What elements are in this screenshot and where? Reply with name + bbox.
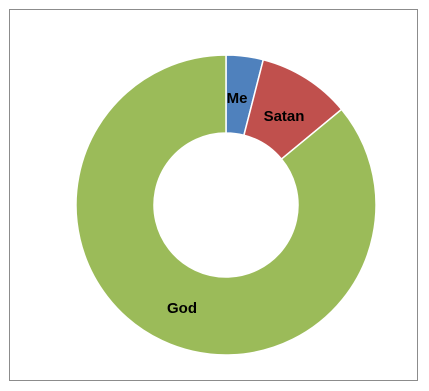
labels-layer: Me Satan God	[167, 90, 304, 317]
slice-god	[75, 54, 377, 356]
slice-label-god: God	[167, 300, 197, 317]
slice-label-me: Me	[227, 90, 248, 107]
slices-layer	[75, 54, 377, 356]
slice-label-satan: Satan	[264, 108, 305, 125]
